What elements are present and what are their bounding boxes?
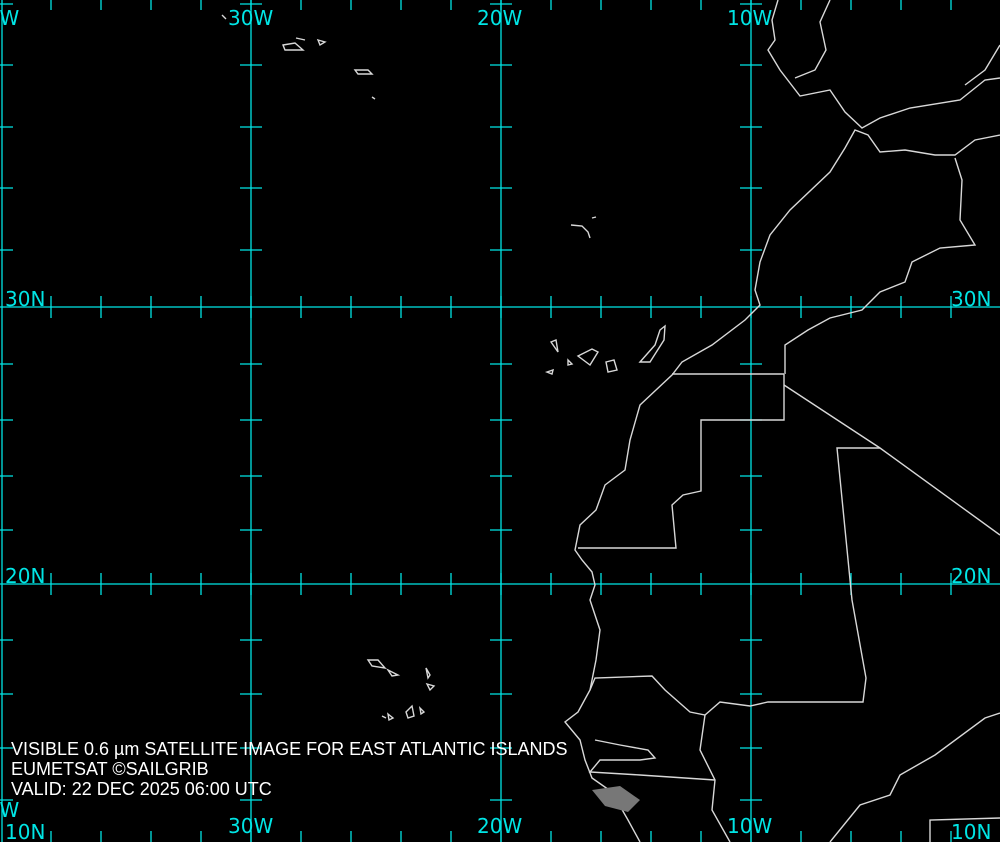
morocco-east	[784, 157, 977, 374]
madeira-island	[570, 216, 597, 239]
lon-label-top-20w: 20W	[477, 6, 523, 30]
border-sahara-mauritania	[578, 374, 785, 549]
border-southeast	[929, 817, 1000, 842]
lat-label-left-10n: 10N	[5, 820, 46, 842]
iberia-east	[964, 44, 1000, 86]
lon-label-top-40w: 40W	[0, 6, 20, 30]
lon-label-bottom-10w: 10W	[727, 814, 773, 838]
lat-label-left-20n: 20N	[5, 564, 46, 588]
border-mali-guinea	[699, 714, 731, 842]
iberia-north	[794, 0, 831, 79]
lon-label-bottom-20w: 20W	[477, 814, 523, 838]
caption-title: VISIBLE 0.6 µm SATELLITE IMAGE FOR EAST …	[11, 739, 568, 759]
lat-label-right-30n: 30N	[951, 287, 992, 311]
cloud-patch	[592, 786, 640, 812]
border-algeria-mauritania	[783, 384, 1000, 536]
iberia-coast	[767, 0, 1000, 129]
caption-credit: EUMETSAT ©SAILGRIB	[11, 759, 209, 779]
coastlines-and-borders	[221, 0, 1000, 842]
lon-label-top-10w: 10W	[727, 6, 773, 30]
azores-islands	[221, 14, 376, 100]
border-senegal	[588, 739, 716, 781]
lat-label-right-20n: 20N	[951, 564, 992, 588]
lon-label-bottom-40w: 40W	[0, 798, 20, 822]
cape-verde-islands	[366, 659, 436, 722]
lon-label-bottom-30w: 30W	[228, 814, 274, 838]
lat-label-right-10n: 10N	[951, 820, 992, 842]
africa-coast	[563, 129, 1000, 842]
canary-islands	[544, 324, 666, 375]
border-mali-mauritania	[589, 447, 880, 716]
lat-label-left-30n: 30N	[5, 287, 46, 311]
caption-valid-time: VALID: 22 DEC 2025 06:00 UTC	[11, 779, 272, 799]
lon-label-top-30w: 30W	[228, 6, 274, 30]
border-east	[829, 712, 1000, 842]
